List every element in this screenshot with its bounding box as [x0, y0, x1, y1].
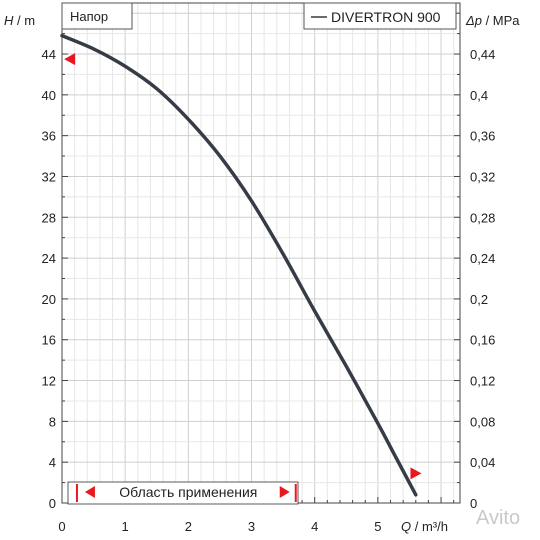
y2-tick-label: 0,12 [470, 374, 495, 389]
range-right-arrow [279, 486, 290, 498]
application-range-label: Область применения [119, 484, 257, 500]
range-marker-triangle [64, 53, 76, 66]
y-tick-label: 12 [42, 374, 56, 389]
y-tick-label: 0 [49, 496, 56, 511]
x-tick-label: 5 [374, 519, 381, 534]
y-axis-title: H / m [4, 13, 35, 28]
tick-labels: 04812162024283236404400,040,080,120,160,… [42, 47, 496, 534]
y-tick-label: 8 [49, 414, 56, 429]
x-tick-label: 1 [122, 519, 129, 534]
series-label: Напор [70, 9, 108, 24]
watermark: Avito [476, 507, 520, 529]
y2-tick-label: 0,44 [470, 47, 495, 62]
chart-grid [61, 3, 460, 504]
x-tick-label: 4 [311, 519, 318, 534]
x-tick-label: 2 [185, 519, 192, 534]
range-left-arrow [84, 486, 95, 498]
legend-entry: DIVERTRON 900 [331, 9, 441, 25]
y-tick-label: 16 [42, 333, 56, 348]
range-marker-triangle [410, 467, 422, 480]
plot-frame [61, 2, 461, 504]
y2-tick-label: 0,08 [470, 414, 495, 429]
y-tick-label: 28 [42, 210, 56, 225]
y-tick-label: 20 [42, 292, 56, 307]
legend-box [303, 2, 457, 30]
y2-tick-label: 0,32 [470, 169, 495, 184]
application-range-box [67, 481, 299, 505]
x-axis-title: Q / m³/h [401, 519, 448, 534]
y-tick-label: 40 [42, 88, 56, 103]
x-tick-label: 3 [248, 519, 255, 534]
y2-tick-label: 0,28 [470, 210, 495, 225]
series-label-box [61, 2, 133, 30]
y2-tick-label: 0 [470, 496, 477, 511]
y2-tick-label: 0,24 [470, 251, 495, 266]
y-tick-label: 4 [49, 455, 56, 470]
y-tick-label: 36 [42, 129, 56, 144]
y2-tick-label: 0,4 [470, 88, 488, 103]
y2-tick-label: 0,2 [470, 292, 488, 307]
curve-markers [64, 53, 422, 480]
pump-curve-line [60, 33, 418, 497]
y2-tick-label: 0,16 [470, 333, 495, 348]
y-tick-label: 44 [42, 47, 56, 62]
y2-tick-label: 0,04 [470, 455, 495, 470]
x-tick-label: 0 [58, 519, 65, 534]
y2-tick-label: 0,36 [470, 129, 495, 144]
y-tick-label: 32 [42, 169, 56, 184]
application-range: Область применения [67, 481, 299, 505]
y-tick-label: 24 [42, 251, 56, 266]
plot-border [61, 2, 461, 504]
y2-axis-title: Δp / MPa [465, 13, 520, 28]
